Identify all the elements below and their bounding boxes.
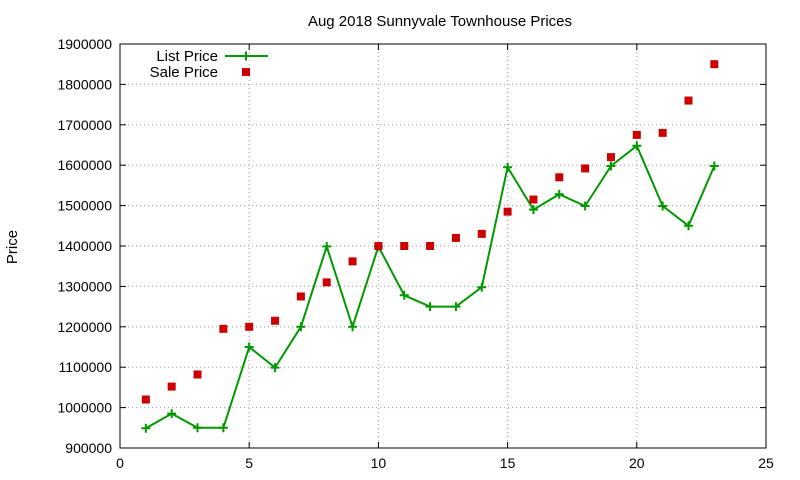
sale-price-point xyxy=(141,395,150,404)
y-tick-label: 900000 xyxy=(65,440,112,456)
y-tick-label: 1500000 xyxy=(57,198,112,214)
sale-price-point xyxy=(684,96,693,105)
sale-price-point xyxy=(374,242,383,250)
y-tick-label: 1000000 xyxy=(57,400,112,416)
y-tick-label: 1100000 xyxy=(59,359,113,375)
list-price-point xyxy=(167,409,177,419)
sale-price-point xyxy=(245,322,254,331)
legend-label: Sale Price xyxy=(150,64,218,81)
list-price-point xyxy=(658,201,668,211)
list-price-point xyxy=(270,363,280,373)
legend-marker-square xyxy=(242,68,250,76)
sale-price-point xyxy=(658,128,667,137)
series-1 xyxy=(141,60,719,404)
series-layer xyxy=(141,60,719,433)
sale-price-point xyxy=(451,233,460,242)
list-price-point xyxy=(580,201,590,211)
list-price-point xyxy=(141,423,151,433)
sale-price-point xyxy=(555,173,564,182)
chart-title: Aug 2018 Sunnyvale Townhouse Prices xyxy=(308,13,572,30)
sale-price-point xyxy=(710,60,719,69)
y-axis-label: Price xyxy=(4,230,21,264)
list-price-point xyxy=(632,141,642,151)
x-tick-label: 10 xyxy=(371,455,387,471)
sale-price-point xyxy=(296,292,305,301)
x-tick-label: 0 xyxy=(116,455,124,471)
sale-price-point xyxy=(529,195,538,204)
sale-price-point xyxy=(348,257,357,266)
list-price-point xyxy=(683,221,693,231)
list-price-point xyxy=(296,322,306,332)
y-tick-label: 1400000 xyxy=(57,238,112,254)
y-tick-label: 1700000 xyxy=(57,117,112,133)
sale-price-point xyxy=(219,324,228,333)
tick-layer: 0 5 10 15 20 25 900000 1000000 1100000 1200000 130… xyxy=(57,36,774,471)
x-tick-label: 5 xyxy=(245,455,253,471)
x-tick-label: 20 xyxy=(629,455,645,471)
sale-price-point xyxy=(477,229,486,238)
sale-price-point xyxy=(167,382,176,391)
y-tick-label: 1800000 xyxy=(57,76,112,92)
x-tick-label: 15 xyxy=(500,455,516,471)
sale-price-point xyxy=(632,130,641,139)
legend-marker-plus xyxy=(241,51,251,61)
list-price-point xyxy=(709,161,719,171)
y-tick-label: 1600000 xyxy=(57,157,112,173)
sale-price-point xyxy=(400,242,409,250)
list-price-line xyxy=(145,144,716,430)
sale-price-point xyxy=(581,164,590,173)
list-price-point xyxy=(193,423,203,433)
list-price-point xyxy=(554,189,564,199)
sale-price-point xyxy=(271,316,280,325)
y-tick-label: 1200000 xyxy=(57,319,112,335)
list-price-point xyxy=(425,302,435,312)
list-price-point xyxy=(451,302,461,312)
sale-price-point xyxy=(426,242,435,250)
grid-layer xyxy=(120,44,766,448)
sale-price-point xyxy=(322,278,331,287)
y-tick-label: 1300000 xyxy=(57,278,112,294)
list-price-point xyxy=(503,162,513,172)
list-price-point xyxy=(218,423,228,433)
sale-price-point xyxy=(503,207,512,216)
list-price-point xyxy=(528,205,538,215)
list-price-point xyxy=(244,342,254,352)
list-price-point xyxy=(322,241,332,251)
list-price-point xyxy=(348,322,358,332)
sale-price-point xyxy=(606,153,615,162)
plot-frame xyxy=(119,43,767,449)
list-price-point xyxy=(399,290,409,300)
list-price-point xyxy=(606,161,616,171)
x-tick-label: 25 xyxy=(758,455,774,471)
list-price-point xyxy=(477,282,487,292)
sale-price-point xyxy=(193,370,202,379)
y-tick-label: 1900000 xyxy=(57,36,112,52)
series-0 xyxy=(141,141,719,433)
legend-label: List Price xyxy=(156,48,218,65)
